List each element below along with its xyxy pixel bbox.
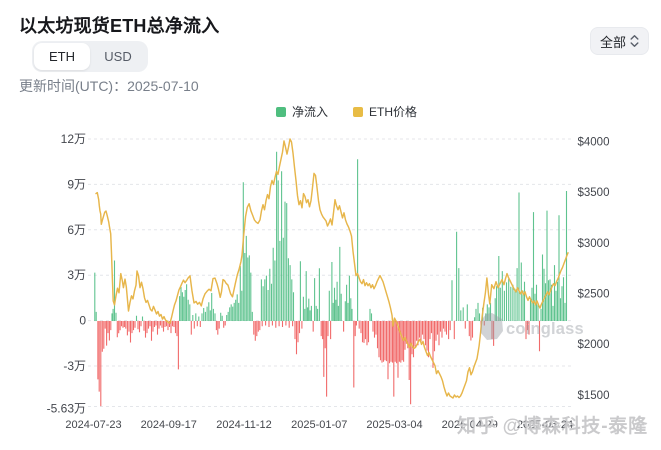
svg-text:$2500: $2500	[578, 289, 610, 301]
svg-text:6万: 6万	[67, 223, 86, 237]
svg-text:2025-06-24: 2025-06-24	[517, 419, 573, 431]
svg-text:coinglass: coinglass	[506, 320, 584, 338]
svg-text:2024-07-23: 2024-07-23	[65, 419, 121, 431]
svg-text:2024-09-17: 2024-09-17	[141, 419, 197, 431]
svg-text:$4000: $4000	[578, 137, 610, 149]
svg-text:$3000: $3000	[578, 238, 610, 250]
svg-text:-5.63万: -5.63万	[47, 402, 86, 416]
svg-text:$2000: $2000	[578, 339, 610, 351]
svg-text:$3500: $3500	[578, 187, 610, 199]
svg-text:2024-11-12: 2024-11-12	[216, 419, 271, 431]
svg-text:2025-01-07: 2025-01-07	[291, 419, 347, 431]
svg-text:12万: 12万	[61, 132, 86, 146]
svg-text:-3万: -3万	[63, 359, 86, 373]
svg-text:2025-03-04: 2025-03-04	[366, 419, 422, 431]
svg-text:2025-04-29: 2025-04-29	[442, 419, 498, 431]
svg-text:$1500: $1500	[578, 390, 610, 402]
svg-text:0: 0	[79, 314, 86, 328]
svg-text:9万: 9万	[67, 177, 86, 191]
svg-text:3万: 3万	[67, 268, 86, 282]
